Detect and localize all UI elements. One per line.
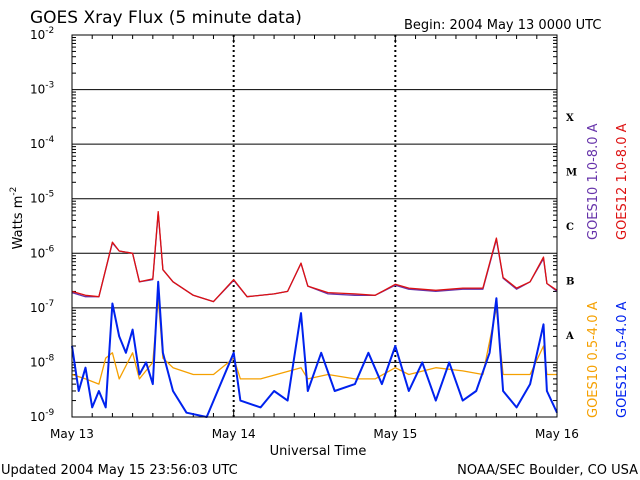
flare-class-label: M <box>566 167 577 178</box>
y-tick-label: 10-3 <box>30 81 54 97</box>
x-tick-label: May 13 <box>50 427 94 441</box>
y-axis-title: Watts m-2 <box>9 187 26 250</box>
updated-time: Updated 2004 May 15 23:56:03 UTC <box>1 463 238 478</box>
y-axis-title-base: Watts m <box>11 196 26 250</box>
flare-class-labels: A B C M X <box>565 113 577 342</box>
flare-class-label: X <box>566 113 574 124</box>
series-line-3 <box>71 280 558 418</box>
flare-class-label: B <box>566 277 574 288</box>
x-tick-label: May 16 <box>535 427 579 441</box>
y-tick-label: 10-9 <box>30 408 55 424</box>
legend-entry: GOES10 1.0-8.0 A <box>586 123 601 240</box>
begin-time: Begin: 2004 May 13 0000 UTC <box>404 18 601 33</box>
series-layer <box>71 210 558 418</box>
y-tick-label: 10-7 <box>30 299 54 315</box>
legend-entry: GOES12 0.5-4.0 A <box>615 301 630 418</box>
legend-entry: GOES12 1.0-8.0 A <box>615 123 630 240</box>
y-tick-label: 10-5 <box>30 190 54 206</box>
chart-title: GOES Xray Flux (5 minute data) <box>30 8 302 28</box>
y-tick-label: 10-6 <box>30 244 55 260</box>
credit: NOAA/SEC Boulder, CO USA <box>457 463 638 478</box>
y-tick-label: 10-8 <box>30 353 55 369</box>
y-tick-label: 10-2 <box>30 26 54 42</box>
y-axis-title-exp: -2 <box>9 187 19 196</box>
legend-entry: GOES10 0.5-4.0 A <box>586 301 601 418</box>
x-tick-label: May 14 <box>212 427 256 441</box>
y-tick-labels: 10-9 10-8 10-7 10-6 10-5 10-4 10-3 10-2 <box>30 26 55 424</box>
flare-class-label: C <box>566 222 574 233</box>
legend: GOES10 1.0-8.0 A GOES12 1.0-8.0 A GOES10 0… <box>586 123 630 418</box>
flare-class-label: A <box>565 331 574 342</box>
x-tick-label: May 15 <box>373 427 417 441</box>
plot-frame <box>71 34 558 418</box>
series-line-1 <box>71 210 558 303</box>
x-axis-title: Universal Time <box>270 444 367 459</box>
x-tick-labels: May 13 May 14 May 15 May 16 <box>50 427 579 441</box>
plot-grid <box>71 34 558 418</box>
y-tick-label: 10-4 <box>30 135 55 151</box>
